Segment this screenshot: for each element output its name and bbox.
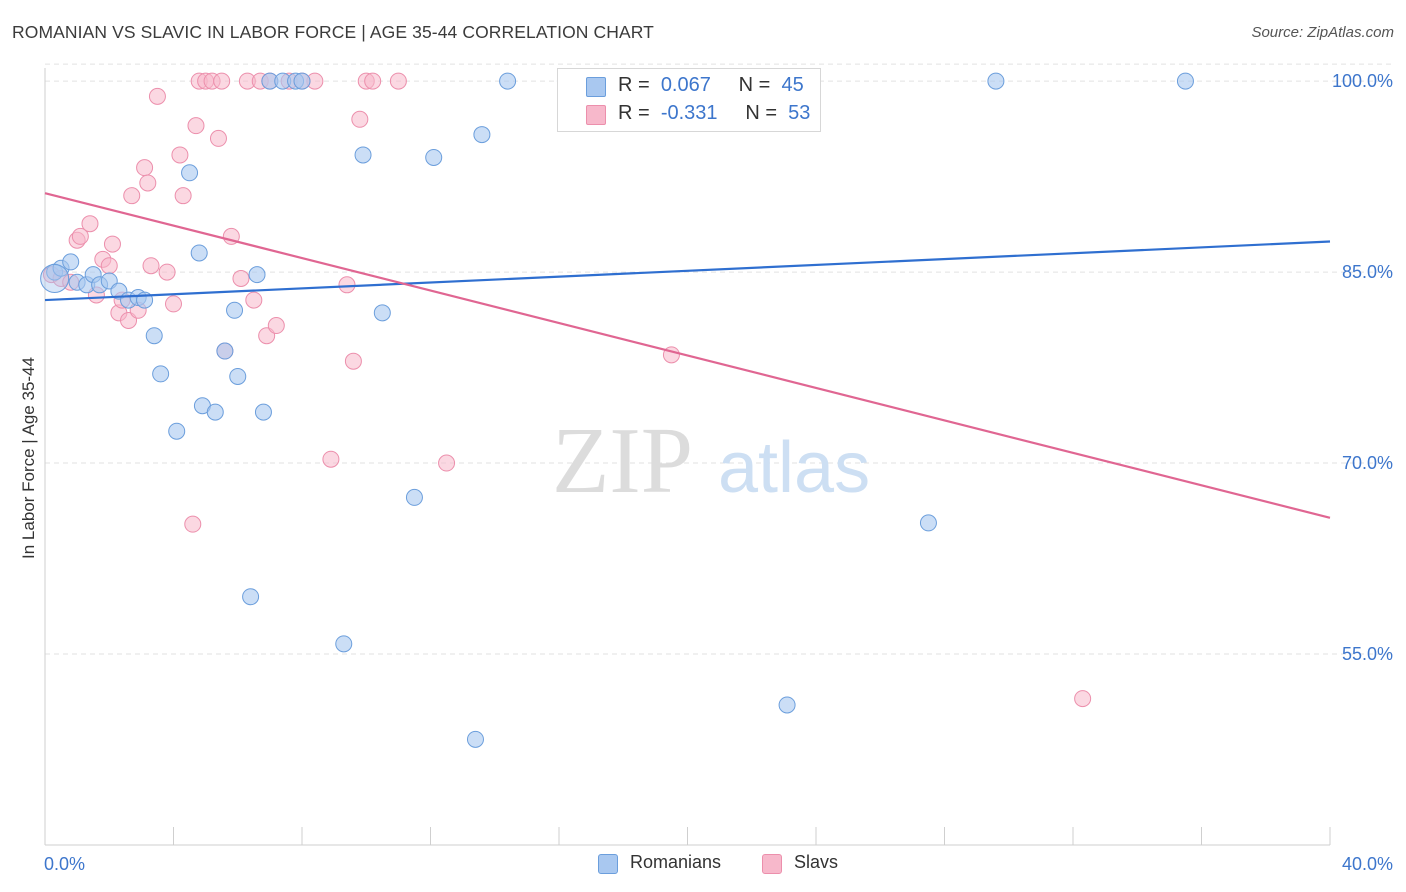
r-label: R = <box>618 74 650 96</box>
romanians-point <box>466 730 484 748</box>
romanians-point <box>405 488 423 506</box>
romanians-point <box>145 327 163 345</box>
romanians-point <box>1176 72 1194 90</box>
slavs-point <box>344 352 362 370</box>
slavs-point <box>1074 690 1092 708</box>
slavs-point <box>142 257 160 275</box>
legend-romanians-text: R = 0.067 N = 45 <box>618 74 804 97</box>
slavs-point <box>158 263 176 281</box>
romanians-point <box>425 148 443 166</box>
romanians-point <box>229 367 247 385</box>
slavs-point <box>438 454 456 472</box>
slavs-swatch <box>586 105 606 125</box>
slavs-legend-label: Slavs <box>794 852 839 872</box>
slavs-point <box>338 276 356 294</box>
slavs-point <box>100 257 118 275</box>
romanians-point <box>919 514 937 532</box>
slavs-point <box>171 146 189 164</box>
y-axis-label: In Labor Force | Age 35-44 <box>19 357 38 559</box>
romanians-point <box>473 126 491 144</box>
romanians-point <box>335 635 353 653</box>
romanians-point <box>206 403 224 421</box>
chart-title: ROMANIAN VS SLAVIC IN LABOR FORCE | AGE … <box>12 22 654 42</box>
n-label: N = <box>738 74 771 96</box>
axes <box>44 68 1331 846</box>
slavs-point <box>267 317 285 335</box>
romanians-cluster-point <box>40 263 70 293</box>
romanians-point <box>499 72 517 90</box>
source-label: Source: ZipAtlas.com <box>1251 24 1394 41</box>
trend-lines <box>44 192 1331 519</box>
watermark: ZIP atlas <box>552 409 870 513</box>
slavs-point <box>184 515 202 533</box>
tick-labels: 55.0% 70.0% 85.0% 100.0% 0.0% 40.0% <box>44 71 1393 874</box>
romanians-point <box>62 253 80 271</box>
romanians-point <box>254 403 272 421</box>
romanians-point <box>242 588 260 606</box>
n-value-slavs: 53 <box>788 102 811 124</box>
romanians-point <box>190 244 208 262</box>
romanians-point <box>152 365 170 383</box>
watermark-atlas: atlas <box>718 428 870 508</box>
slavs-point <box>364 72 382 90</box>
slavs-points <box>42 72 1092 708</box>
romanians-trend-line <box>44 240 1331 302</box>
y-tick-label: 85.0% <box>1342 262 1393 282</box>
slavs-point <box>148 87 166 105</box>
romanians-point <box>248 266 266 284</box>
romanians-point <box>293 72 311 90</box>
y-tick-label: 70.0% <box>1342 453 1393 473</box>
r-label: R = <box>618 102 650 124</box>
slavs-point <box>232 269 250 287</box>
slavs-point <box>71 227 89 245</box>
slavs-trend-line <box>44 192 1331 519</box>
slavs-point <box>389 72 407 90</box>
romanians-legend-swatch <box>598 854 618 874</box>
slavs-point <box>174 187 192 205</box>
y-tick-label: 55.0% <box>1342 644 1393 664</box>
n-label: N = <box>745 102 778 124</box>
correlation-legend: R = 0.067 N = 45 R = -0.331 N = 53 <box>557 68 821 132</box>
slavs-point <box>165 295 182 313</box>
gridlines <box>45 63 1392 655</box>
romanians-point <box>226 301 244 319</box>
slavs-point <box>103 235 121 253</box>
r-value-romanians: 0.067 <box>660 74 711 96</box>
slavs-point <box>209 129 227 147</box>
slavs-point <box>322 450 340 468</box>
romanians-point <box>778 696 796 714</box>
slavs-point <box>139 174 157 192</box>
x-tick-label-max: 40.0% <box>1342 854 1393 874</box>
slavs-point <box>81 215 99 233</box>
slavs-point <box>245 291 263 309</box>
slavs-point <box>213 72 231 90</box>
romanians-point <box>216 342 234 360</box>
x-tick-label-min: 0.0% <box>44 854 85 874</box>
n-value-romanians: 45 <box>781 74 804 96</box>
slavs-point <box>123 187 141 205</box>
romanians-point <box>181 164 199 182</box>
romanians-legend-label: Romanians <box>630 852 722 872</box>
romanians-point <box>354 146 372 164</box>
legend-slavs-text: R = -0.331 N = 53 <box>618 102 810 125</box>
slavs-point <box>187 117 205 135</box>
y-tick-label: 100.0% <box>1332 71 1393 91</box>
romanians-swatch <box>586 77 606 97</box>
romanians-point <box>373 304 391 322</box>
slavs-point <box>136 159 154 177</box>
r-value-slavs: -0.331 <box>660 102 718 124</box>
romanians-point <box>987 72 1005 90</box>
slavs-point <box>351 110 369 128</box>
slavs-legend-swatch <box>762 854 782 874</box>
romanians-point <box>168 422 186 440</box>
watermark-zip: ZIP <box>552 409 693 513</box>
